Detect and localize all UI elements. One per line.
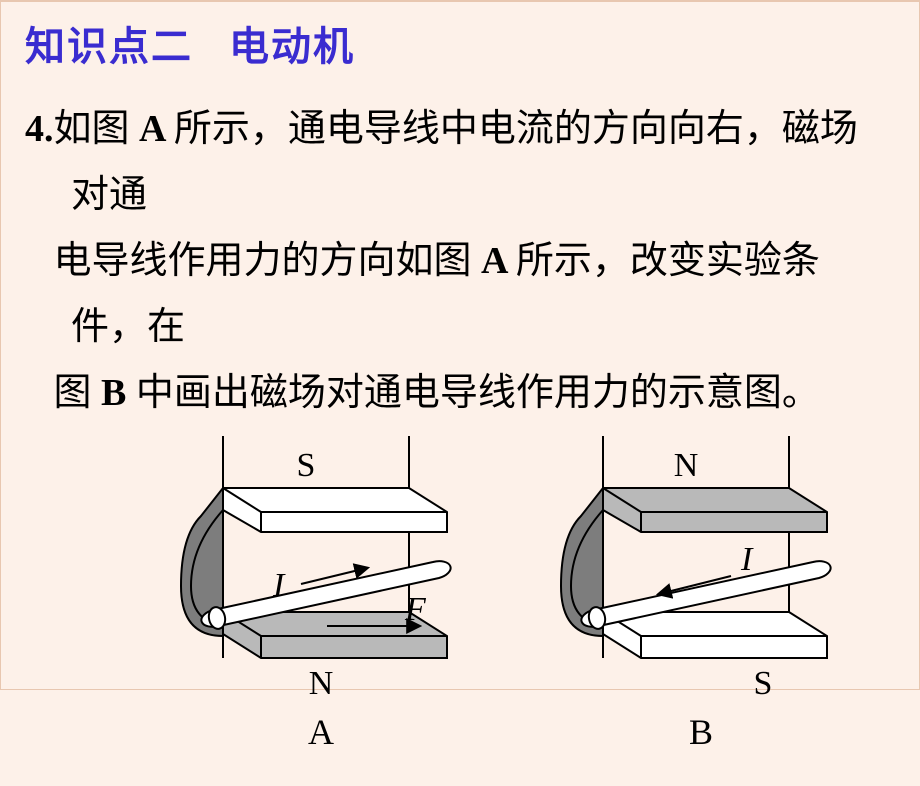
seg1: 如图 xyxy=(54,108,130,150)
figure-area: S I xyxy=(1,426,920,786)
figA-I-label: I xyxy=(272,567,286,604)
problem-line3: 4.图 B 中画出磁场对通电导线作用力的示意图。 xyxy=(25,360,895,426)
section-heading: 知识点二电动机 xyxy=(25,14,895,72)
figA-caption: A xyxy=(308,712,334,752)
figB-top-label: N xyxy=(674,447,699,484)
problem-text: 4.如图 A 所示，通电导线中电流的方向向右，磁场对通 4.电导线作用力的方向如… xyxy=(25,96,895,426)
problem-line1: 4.如图 A 所示，通电导线中电流的方向向右，磁场对通 xyxy=(25,96,895,228)
figA-top-label: S xyxy=(297,447,316,484)
seg3: 电导线作用力的方向如图 xyxy=(54,240,472,282)
figB-bottom-label: S xyxy=(754,665,773,702)
label-A-2: A xyxy=(472,240,516,282)
slide-page: 知识点二电动机 4.如图 A 所示，通电导线中电流的方向向右，磁场对通 4.电导… xyxy=(0,0,920,690)
heading-part2: 电动机 xyxy=(229,24,355,69)
label-B-1: B xyxy=(92,372,136,414)
heading-part1: 知识点二 xyxy=(25,24,193,69)
figA-F-label: F xyxy=(404,591,427,628)
content-area: 知识点二电动机 4.如图 A 所示，通电导线中电流的方向向右，磁场对通 4.电导… xyxy=(1,2,919,426)
problem-line2: 4.电导线作用力的方向如图 A 所示，改变实验条件，在 xyxy=(25,228,895,360)
figA-bottom-label: N xyxy=(309,665,334,702)
seg5: 图 xyxy=(54,372,92,414)
figB-caption: B xyxy=(689,712,713,752)
figB-I-label: I xyxy=(740,541,754,578)
figure-b: N I xyxy=(561,436,831,752)
problem-number: 4. xyxy=(25,108,54,150)
seg6: 中画出磁场对通电导线作用力的示意图。 xyxy=(136,372,820,414)
seg2: 所示，通电导线中电流的方向向右，磁场对通 xyxy=(71,108,858,216)
label-A-1: A xyxy=(130,108,174,150)
figure-a: S I xyxy=(181,436,451,752)
figure-svg: S I xyxy=(151,436,881,766)
